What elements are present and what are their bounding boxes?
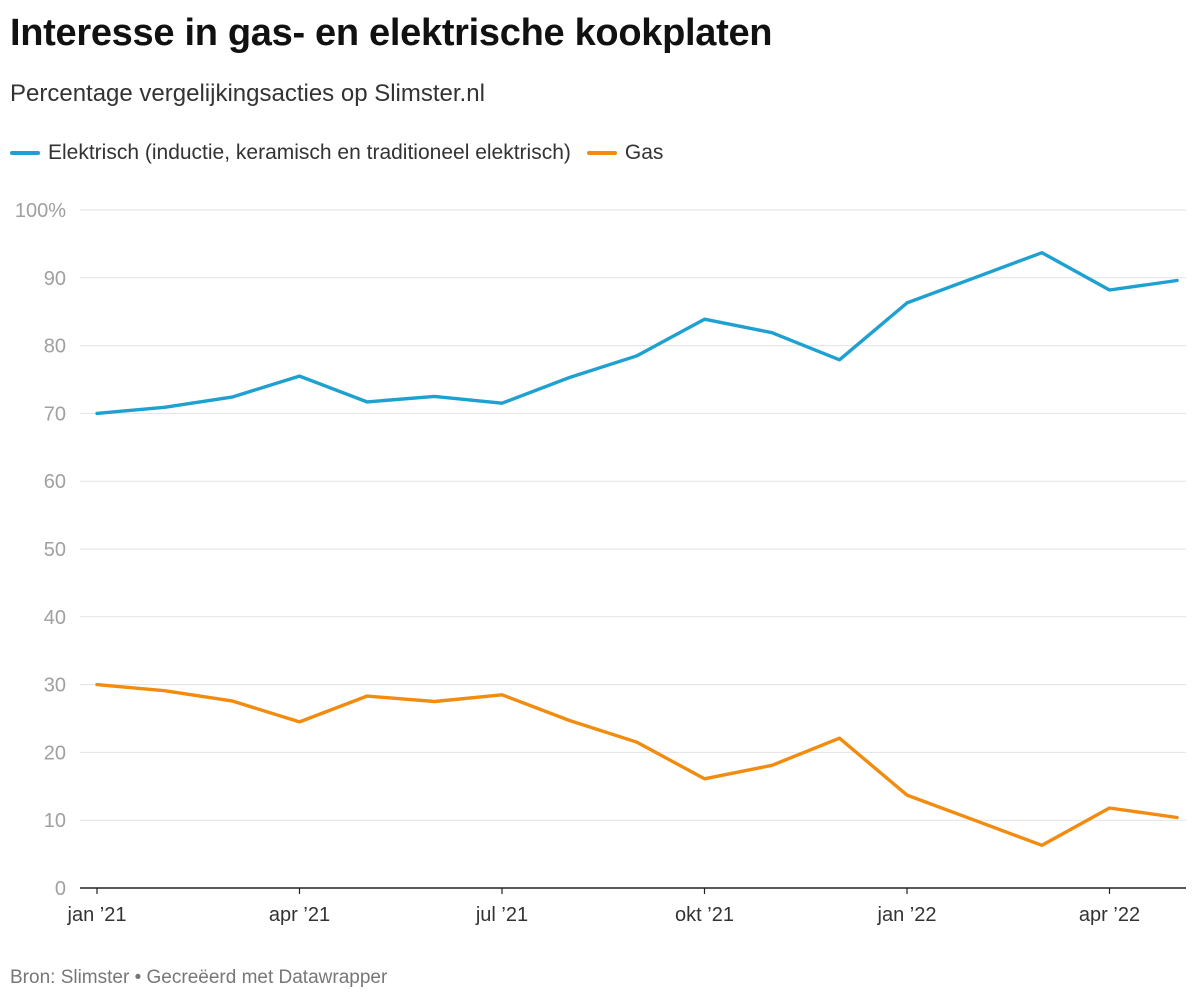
- legend-label-elektrisch: Elektrisch (inductie, keramisch en tradi…: [48, 141, 571, 164]
- legend-swatch-elektrisch: [10, 151, 40, 155]
- chart-subtitle: Percentage vergelijkingsacties op Slimst…: [10, 80, 485, 107]
- x-tick-label-3: okt ’21: [675, 904, 734, 926]
- legend-item-gas: Gas: [586, 141, 664, 165]
- y-tick-label-40: 40: [44, 607, 66, 629]
- x-tick-label-5: apr ’22: [1079, 904, 1140, 926]
- line-chart: 0 10 20 30 40 50 60 70 80 90 100% jan ’21 apr ’21 jul…: [15, 200, 1186, 926]
- y-tick-label-80: 80: [44, 336, 66, 358]
- y-tick-label-10: 10: [44, 810, 66, 832]
- y-tick-label-100: 100%: [15, 200, 66, 222]
- y-tick-label-90: 90: [44, 268, 66, 290]
- source-note: Bron: Slimster • Gecreëerd met Datawrapp…: [10, 967, 388, 988]
- x-tick-label-0: jan ’21: [67, 904, 127, 926]
- legend: Elektrisch (inductie, keramisch en tradi…: [10, 141, 679, 165]
- legend-item-elektrisch: Elektrisch (inductie, keramisch en tradi…: [10, 141, 571, 165]
- y-tick-label-0: 0: [55, 878, 66, 900]
- y-tick-label-60: 60: [44, 471, 66, 493]
- series-line-gas: [95, 682, 1179, 847]
- x-tick-label-2: jul ’21: [475, 904, 528, 926]
- y-tick-label-70: 70: [44, 403, 66, 425]
- series-line-elektrisch: [95, 251, 1179, 416]
- y-tick-label-30: 30: [44, 675, 66, 697]
- y-tick-label-50: 50: [44, 539, 66, 561]
- y-tick-label-20: 20: [44, 742, 66, 764]
- x-tick-label-4: jan ’22: [877, 904, 937, 926]
- chart-title: Interesse in gas- en elektrische kookpla…: [10, 12, 773, 54]
- legend-swatch-gas: [586, 151, 617, 155]
- x-tick-label-1: apr ’21: [269, 904, 330, 926]
- legend-label-gas: Gas: [624, 141, 664, 164]
